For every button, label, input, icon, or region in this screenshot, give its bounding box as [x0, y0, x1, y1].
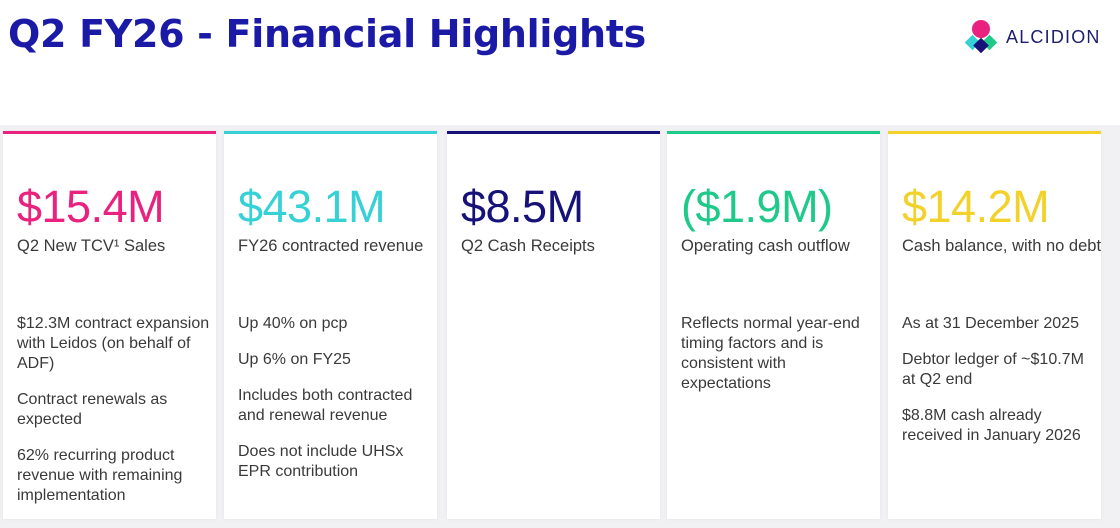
- card-cash-balance: $14.2M Cash balance, with no debt As at …: [888, 131, 1101, 519]
- card-value: ($1.9M): [681, 181, 833, 232]
- card-point: $8.8M cash already received in January 2…: [902, 407, 1081, 444]
- card-points: Reflects normal year-end timing factors …: [681, 314, 877, 410]
- card-cash-receipts: $8.5M Q2 Cash Receipts: [447, 131, 660, 519]
- card-point: 62% recurring product revenue with remai…: [17, 447, 183, 504]
- card-point: Up 40% on pcp: [238, 315, 348, 332]
- card-label: Q2 New TCV¹ Sales: [17, 237, 166, 255]
- card-points: As at 31 December 2025 Debtor ledger of …: [902, 314, 1098, 462]
- card-point: Up 6% on FY25: [238, 351, 351, 368]
- card-point: Includes both contracted and renewal rev…: [238, 387, 413, 424]
- card-value: $15.4M: [17, 181, 165, 232]
- page-title: Q2 FY26 - Financial Highlights: [8, 12, 646, 56]
- card-value: $14.2M: [902, 181, 1050, 232]
- card-point: Reflects normal year-end timing factors …: [681, 315, 860, 392]
- card-point: $12.3M contract expansion with Leidos (o…: [17, 315, 210, 372]
- card-points: $12.3M contract expansion with Leidos (o…: [17, 314, 213, 522]
- card-label: FY26 contracted revenue: [238, 237, 424, 255]
- card-new-tcv-sales: $15.4M Q2 New TCV¹ Sales $12.3M contract…: [3, 131, 216, 519]
- card-label: Q2 Cash Receipts: [461, 237, 595, 255]
- card-contracted-revenue: $43.1M FY26 contracted revenue Up 40% on…: [224, 131, 437, 519]
- alcidion-logo-icon: [964, 18, 998, 56]
- card-value: $8.5M: [461, 181, 584, 232]
- card-label: Operating cash outflow: [681, 237, 850, 255]
- card-point: As at 31 December 2025: [902, 315, 1079, 332]
- card-label: Cash balance, with no debt: [902, 237, 1102, 255]
- card-operating-cash-outflow: ($1.9M) Operating cash outflow Reflects …: [667, 131, 880, 519]
- logo-wordmark: ALCIDION: [1006, 26, 1101, 47]
- company-logo: ALCIDION: [964, 18, 1101, 56]
- card-point: Does not include UHSx EPR contribution: [238, 443, 404, 480]
- card-value: $43.1M: [238, 181, 386, 232]
- card-point: Contract renewals as expected: [17, 391, 168, 428]
- card-points: Up 40% on pcp Up 6% on FY25 Includes bot…: [238, 314, 434, 498]
- card-point: Debtor ledger of ~$10.7M at Q2 end: [902, 351, 1084, 388]
